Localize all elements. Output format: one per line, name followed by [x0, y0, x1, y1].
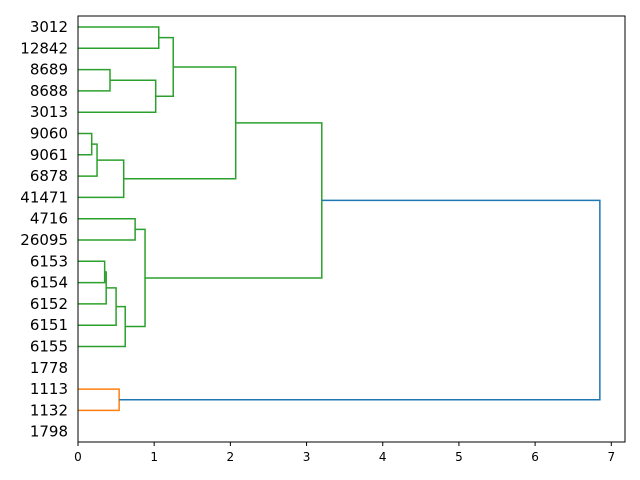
dendrogram-link: [78, 260, 106, 284]
x-tick-label: 5: [455, 450, 463, 464]
x-tick-label: 1: [150, 450, 158, 464]
dendrogram-link: [125, 228, 146, 328]
leaf-label: 26095: [20, 231, 68, 249]
dendrogram-link: [78, 132, 93, 156]
leaf-label: 6152: [30, 295, 68, 313]
leaf-label: 8688: [30, 82, 68, 100]
leaf-label: 8689: [30, 61, 68, 79]
leaf-label: 6878: [30, 167, 68, 185]
dendrogram-link: [78, 159, 125, 199]
leaf-label: 6154: [30, 274, 68, 292]
dendrogram-link: [78, 305, 126, 348]
leaf-label: 9061: [30, 146, 68, 164]
leaf-label: 6151: [30, 316, 68, 334]
leaf-label: 3012: [30, 18, 68, 36]
leaf-label: 1798: [30, 423, 68, 441]
leaf-label: 9060: [30, 125, 68, 143]
x-tick-label: 7: [607, 450, 615, 464]
dendrogram-link: [78, 217, 136, 241]
leaf-label: 1132: [30, 401, 68, 419]
dendrogram-link: [119, 199, 601, 401]
dendrogram-link: [78, 388, 120, 412]
leaf-label: 6155: [30, 338, 68, 356]
leaf-label: 1778: [30, 359, 68, 377]
leaf-labels: 3012 12842 8689 8688 3013 9060 9061 6878 41471 47…: [20, 18, 68, 441]
dendrogram-link: [78, 287, 117, 326]
leaf-label: 12842: [20, 39, 68, 57]
leaf-label: 6153: [30, 252, 68, 270]
dendrogram-link: [78, 271, 107, 305]
dendrogram-link: [145, 122, 323, 279]
x-tick-label: 2: [227, 450, 235, 464]
dendrogram-link: [78, 79, 157, 113]
leaf-label: 1113: [30, 380, 68, 398]
leaf-label: 4716: [30, 210, 68, 228]
dendrogram-link: [78, 68, 111, 92]
x-tick-label: 4: [379, 450, 387, 464]
leaf-label: 3013: [30, 103, 68, 121]
leaf-label: 41471: [20, 188, 68, 206]
x-axis: 0 1 2 3 4 5 6 7: [74, 442, 615, 464]
plot-frame: [77, 15, 626, 443]
x-tick-label: 0: [74, 450, 82, 464]
x-tick-label: 3: [303, 450, 311, 464]
dendrogram-link: [78, 26, 160, 50]
dendrogram-link: [123, 66, 237, 180]
dendrogram-link: [78, 143, 98, 177]
x-tick-label: 6: [531, 450, 539, 464]
dendrogram-branches: [78, 26, 601, 412]
